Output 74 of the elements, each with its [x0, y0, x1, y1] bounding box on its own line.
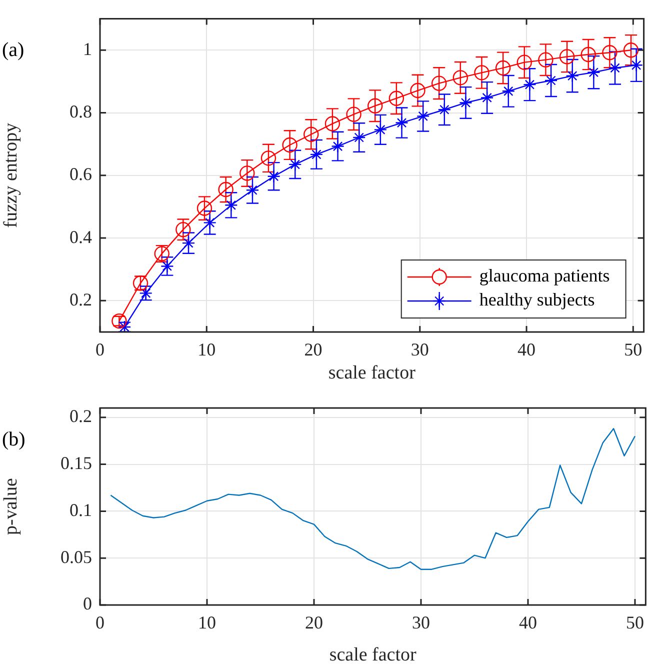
point [416, 110, 430, 123]
x-axis-title: scale factor [329, 644, 418, 666]
y-tick-label: 0.4 [70, 226, 92, 247]
point [538, 52, 554, 68]
x-tick-label: 10 [198, 340, 216, 360]
point [602, 45, 618, 60]
point [459, 96, 472, 110]
y-axis-title: fuzzy entropy [0, 122, 22, 228]
point [246, 184, 260, 197]
x-tick-label: 0 [96, 612, 104, 633]
point [182, 236, 196, 250]
y-tick-label: 0.05 [60, 546, 92, 567]
point [331, 140, 344, 153]
y-tick-label: 0.15 [60, 453, 92, 474]
point [452, 70, 468, 86]
point [346, 106, 362, 122]
point [523, 78, 536, 92]
point [324, 116, 340, 132]
legend-label: glaucoma patients [479, 266, 610, 286]
y-tick-label: 0.2 [70, 289, 92, 310]
point [410, 82, 426, 98]
point [559, 49, 575, 64]
point [196, 200, 212, 216]
x-tick-label: 50 [626, 612, 644, 633]
x-tick-label: 50 [624, 340, 642, 360]
point [176, 222, 191, 238]
x-tick-label: 0 [96, 340, 104, 360]
y-tick-label: 0.8 [70, 101, 92, 122]
point [374, 123, 388, 136]
point [587, 66, 600, 79]
x-axis-title: scale factor [328, 362, 416, 384]
point [288, 158, 302, 172]
legend-label: healthy subjects [479, 290, 595, 310]
point [203, 216, 216, 230]
text: (a) [2, 39, 24, 62]
x-tick-label: 30 [410, 340, 429, 360]
point [495, 60, 511, 76]
point [388, 90, 404, 106]
x-tick-label: 40 [518, 612, 537, 633]
point [431, 76, 447, 91]
text: (b) [2, 428, 26, 450]
x-tick-label: 20 [304, 340, 322, 360]
point [368, 98, 383, 114]
point [267, 170, 280, 183]
y-tick-label: 1 [83, 38, 92, 59]
y-axis-title: p-value [0, 478, 22, 535]
point [502, 84, 515, 98]
x-tick-label: 20 [304, 612, 323, 633]
point [623, 42, 639, 58]
point [474, 65, 490, 80]
point [566, 69, 579, 82]
point [630, 58, 643, 72]
y-tick-label: 0 [83, 594, 92, 614]
y-tick-label: 0.2 [70, 406, 92, 426]
point [608, 61, 622, 75]
y-tick-label: 0.6 [70, 164, 92, 184]
x-tick-label: 30 [412, 612, 430, 633]
point [282, 137, 298, 153]
point [395, 116, 408, 130]
point [352, 130, 366, 144]
point [260, 150, 276, 166]
point [218, 182, 234, 198]
point [580, 46, 596, 62]
point [516, 54, 532, 70]
point [544, 74, 558, 88]
y-tick-label: 0.1 [70, 500, 92, 520]
point [240, 166, 255, 181]
x-tick-label: 10 [198, 612, 216, 633]
point [224, 198, 238, 212]
point [310, 148, 324, 162]
x-tick-label: 40 [518, 340, 536, 360]
point [438, 103, 452, 116]
point [304, 126, 319, 142]
point [480, 91, 494, 104]
